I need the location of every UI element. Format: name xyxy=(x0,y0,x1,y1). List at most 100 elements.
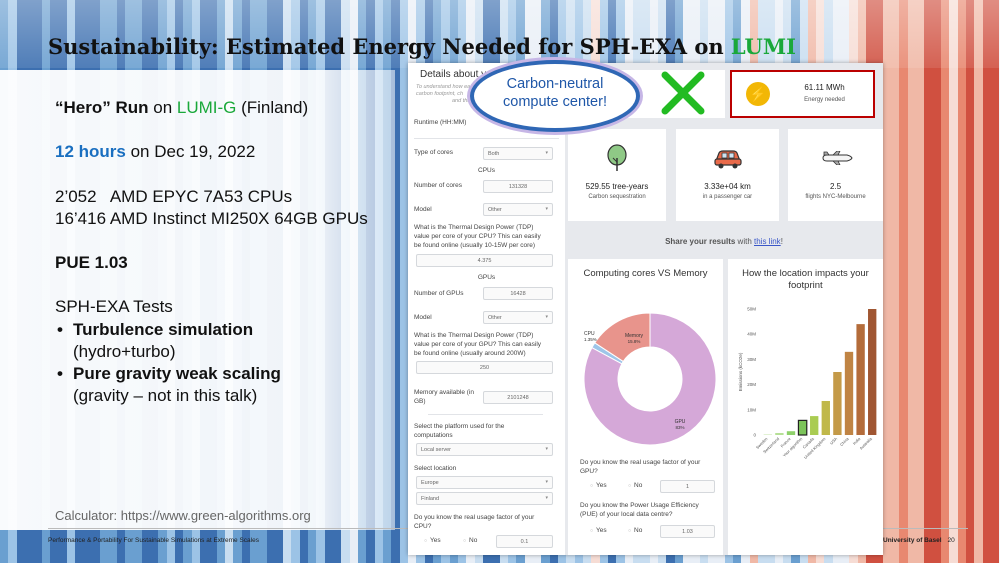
slide-title: Sustainability: Estimated Energy Needed … xyxy=(48,34,796,59)
cpu-tdp-label: What is the Thermal Design Power (TDP) v… xyxy=(414,224,541,249)
gpu-tdp-input[interactable]: 250 xyxy=(416,361,553,374)
location-label: Select location xyxy=(414,465,457,472)
y-axis-label: Emissions (kCO2e) xyxy=(738,352,743,391)
cpu-tdp-input[interactable]: 4.375 xyxy=(416,254,553,267)
form-title: Details about yo xyxy=(420,69,492,80)
footer-institution: University of Basel 20 xyxy=(883,537,955,544)
pue-input[interactable]: 1.03 xyxy=(660,525,715,538)
cpu-model-label: Model xyxy=(414,206,432,213)
location-country-select[interactable]: Finland ▾ xyxy=(416,492,553,505)
pue-yes-radio[interactable]: Yes xyxy=(590,527,607,534)
share-link[interactable]: this link xyxy=(754,237,781,246)
hero-run-line: “Hero” Run on LUMI-G (Finland) xyxy=(55,98,309,117)
donut-label-gpu: GPU xyxy=(675,419,686,425)
y-tick-label: 10M xyxy=(747,407,756,412)
gpu-model-select[interactable]: Other ▾ xyxy=(483,311,553,324)
donut-value-cpu: 1.35% xyxy=(584,337,597,342)
car-distance-label: in a passenger car xyxy=(702,194,753,200)
carbon-neutral-bubble xyxy=(470,60,640,132)
memory-input[interactable]: 2101248 xyxy=(483,391,553,404)
bar-india xyxy=(856,324,865,435)
bar-your-algorithm xyxy=(797,419,808,436)
test-turbulence-sub: (hydro+turbo) xyxy=(73,341,176,361)
car-icon xyxy=(714,150,742,169)
donut-value-gpu: 83% xyxy=(675,425,684,430)
donut-slice-gpu xyxy=(583,312,717,446)
car-distance-value: 3.33e+04 km xyxy=(704,182,751,191)
cores-type-label: Type of cores xyxy=(414,149,454,156)
y-tick-label: 0 xyxy=(753,433,756,438)
num-gpus-label: Number of GPUs xyxy=(414,290,464,297)
donut-label-cpu: CPU xyxy=(584,331,595,337)
duration-line: 12 hours on Dec 19, 2022 xyxy=(55,142,256,162)
energy-needed-card: ⚡ 61.11 MWh Energy needed xyxy=(730,70,875,118)
tree-icon xyxy=(607,144,627,171)
gpu-usage-input[interactable]: 1 xyxy=(660,480,715,493)
num-gpus-input[interactable]: 16428 xyxy=(483,287,553,300)
details-form: Details about yo To understand how ea ca… xyxy=(408,63,565,555)
platform-label: Select the platform used for the computa… xyxy=(414,423,505,439)
x-tick-label: India xyxy=(852,436,862,446)
location-chart-title: How the location impacts your footprint xyxy=(742,268,869,291)
donut-label-memory: Memory xyxy=(625,333,644,339)
pue-line: PUE 1.03 xyxy=(55,253,128,273)
cross-icon xyxy=(661,71,705,115)
tests-heading: SPH-EXA Tests xyxy=(55,297,173,317)
gpu-model-label: Model xyxy=(414,314,432,321)
energy-label: Energy needed xyxy=(804,97,845,103)
cpu-usage-yes-radio[interactable]: Yes xyxy=(424,537,441,544)
bar-china xyxy=(844,351,854,435)
flights-card: 2.5 flights NYC-Melbourne xyxy=(788,129,883,221)
num-cores-input[interactable]: 131328 xyxy=(483,180,553,193)
gpu-usage-no-radio[interactable]: No xyxy=(628,482,642,489)
chevron-down-icon: ▾ xyxy=(545,446,548,452)
gpu-line: 16’416 AMD Instinct MI250X 64GB GPUs xyxy=(55,209,368,229)
pue-question-label: Do you know the Power Usage Efficiency (… xyxy=(580,502,699,518)
test-gravity: Pure gravity weak scaling xyxy=(55,363,400,385)
platform-select[interactable]: Local server ▾ xyxy=(416,443,553,456)
bar-sweden xyxy=(763,434,772,435)
cpu-line: 2’052 AMD EPYC 7A53 CPUs xyxy=(55,187,293,207)
donut-chart-card: Computing cores VS Memory CPU 1.35% Memory… xyxy=(568,259,723,555)
flights-label: flights NYC-Melbourne xyxy=(805,194,866,200)
calculator-link[interactable]: Calculator: https://www.green-algorithms… xyxy=(55,508,311,523)
title-highlight: LUMI xyxy=(730,34,796,59)
bar-usa xyxy=(833,372,842,435)
page-number: 20 xyxy=(947,537,955,544)
bar-australia xyxy=(868,309,877,435)
cpu-usage-input[interactable]: 0.1 xyxy=(496,535,553,548)
bar-united-kingdom xyxy=(821,400,830,435)
chevron-down-icon: ▾ xyxy=(545,150,548,156)
gpus-section-title: GPUs xyxy=(477,274,496,281)
gpu-tdp-label: What is the Thermal Design Power (TDP) v… xyxy=(414,332,542,357)
cpu-usage-label: Do you know the real usage factor of you… xyxy=(414,514,535,530)
carbon-neutral-text: Carbon-neutral compute center! xyxy=(503,76,607,111)
tree-years-card: 529.55 tree-years Carbon sequestration xyxy=(568,129,666,221)
divider xyxy=(428,414,543,415)
flights-value: 2.5 xyxy=(829,182,842,191)
donut-chart-title: Computing cores VS Memory xyxy=(583,268,708,279)
form-description: To understand how ea carbon footprint, c… xyxy=(416,84,471,105)
chevron-down-icon: ▾ xyxy=(545,479,548,485)
slide-body: “Hero” Run on LUMI-G (Finland) 12 hours … xyxy=(55,97,400,407)
text-panel xyxy=(0,70,395,530)
gpu-usage-yes-radio[interactable]: Yes xyxy=(590,482,607,489)
runtime-label: Runtime (HH:MM) xyxy=(414,119,467,126)
cpu-model-select[interactable]: Other ▾ xyxy=(483,203,553,216)
location-continent-select[interactable]: Europe ▾ xyxy=(416,476,553,489)
chevron-down-icon: ▾ xyxy=(545,314,548,320)
cores-type-select[interactable]: Both ▾ xyxy=(483,147,553,160)
location-chart-card: How the location impacts your footprint … xyxy=(728,259,883,555)
bar-switzerland xyxy=(775,432,784,435)
x-tick-label: China xyxy=(839,436,850,447)
airplane-icon xyxy=(822,151,853,165)
lightning-icon: ⚡ xyxy=(746,82,770,106)
car-distance-card: 3.33e+04 km in a passenger car xyxy=(676,129,779,221)
x-tick-label: USA xyxy=(829,436,839,446)
cpu-usage-no-radio[interactable]: No xyxy=(463,537,477,544)
pue-no-radio[interactable]: No xyxy=(628,527,642,534)
bar-canada xyxy=(810,416,819,435)
donut-value-memory: 15.8% xyxy=(628,339,641,344)
divider xyxy=(414,138,559,139)
